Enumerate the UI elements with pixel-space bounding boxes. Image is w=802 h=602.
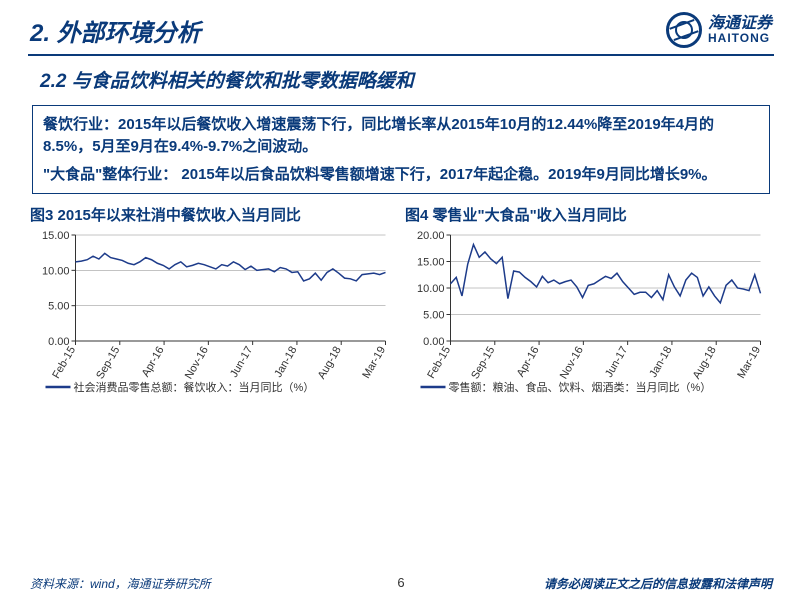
chart3-svg: 0.005.0010.0015.00Feb-15Sep-15Apr-16Nov-… xyxy=(30,229,397,399)
svg-text:Aug-18: Aug-18 xyxy=(691,345,719,382)
svg-text:10.00: 10.00 xyxy=(42,266,70,278)
source-text: 资料来源：wind，海通证券研究所 xyxy=(30,575,211,592)
logo-cn: 海通证券 xyxy=(708,16,772,32)
highlight-box: 餐饮行业：2015年以后餐饮收入增速震荡下行，同比增长率从2015年10月的12… xyxy=(32,105,770,194)
svg-text:Sep-15: Sep-15 xyxy=(94,345,122,382)
svg-text:社会消费品零售总额：餐饮收入：当月同比（%）: 社会消费品零售总额：餐饮收入：当月同比（%） xyxy=(74,380,315,394)
charts-row: 图3 2015年以来社消中餐饮收入当月同比 0.005.0010.0015.00… xyxy=(0,204,802,404)
svg-text:Mar-19: Mar-19 xyxy=(360,345,388,381)
page-number: 6 xyxy=(397,575,404,590)
chart4-block: 图4 零售业"大食品"收入当月同比 0.005.0010.0015.0020.0… xyxy=(405,204,772,404)
svg-text:5.00: 5.00 xyxy=(48,301,69,313)
disclaimer-text: 请务必阅读正文之后的信息披露和法律声明 xyxy=(544,575,772,592)
svg-text:Apr-16: Apr-16 xyxy=(140,345,167,380)
svg-text:Jun-17: Jun-17 xyxy=(228,345,255,380)
textbox-p1: 餐饮行业：2015年以后餐饮收入增速震荡下行，同比增长率从2015年10月的12… xyxy=(43,114,759,158)
chart3-block: 图3 2015年以来社消中餐饮收入当月同比 0.005.0010.0015.00… xyxy=(30,204,397,404)
subsection-title: 2.2 与食品饮料相关的餐饮和批零数据略缓和 xyxy=(0,56,802,101)
svg-text:Nov-16: Nov-16 xyxy=(183,345,211,382)
svg-text:10.00: 10.00 xyxy=(417,283,445,295)
svg-text:Feb-15: Feb-15 xyxy=(50,345,78,381)
svg-text:Sep-15: Sep-15 xyxy=(469,345,497,382)
svg-text:Jun-17: Jun-17 xyxy=(603,345,630,380)
svg-text:Jan-18: Jan-18 xyxy=(647,345,674,380)
svg-text:20.00: 20.00 xyxy=(417,230,445,242)
textbox-p2: "大食品"整体行业： 2015年以后食品饮料零售额增速下行，2017年起企稳。2… xyxy=(43,164,759,186)
header: 2. 外部环境分析 海通证券 HAITONG xyxy=(0,0,802,54)
svg-text:零售额：粮油、食品、饮料、烟酒类：当月同比（%）: 零售额：粮油、食品、饮料、烟酒类：当月同比（%） xyxy=(449,380,712,394)
svg-text:15.00: 15.00 xyxy=(42,230,70,242)
chart3-title: 图3 2015年以来社消中餐饮收入当月同比 xyxy=(30,204,397,225)
chart4-svg: 0.005.0010.0015.0020.00Feb-15Sep-15Apr-1… xyxy=(405,229,772,399)
svg-text:Mar-19: Mar-19 xyxy=(735,345,763,381)
chart4-title: 图4 零售业"大食品"收入当月同比 xyxy=(405,204,772,225)
svg-text:5.00: 5.00 xyxy=(423,310,444,322)
section-title: 2. 外部环境分析 xyxy=(30,13,201,48)
logo: 海通证券 HAITONG xyxy=(666,12,772,48)
svg-text:Apr-16: Apr-16 xyxy=(515,345,542,380)
svg-text:Nov-16: Nov-16 xyxy=(558,345,586,382)
svg-text:Feb-15: Feb-15 xyxy=(425,345,453,381)
svg-text:Jan-18: Jan-18 xyxy=(272,345,299,380)
logo-en: HAITONG xyxy=(708,32,772,44)
svg-text:Aug-18: Aug-18 xyxy=(316,345,344,382)
svg-text:15.00: 15.00 xyxy=(417,257,445,269)
logo-icon xyxy=(666,12,702,48)
